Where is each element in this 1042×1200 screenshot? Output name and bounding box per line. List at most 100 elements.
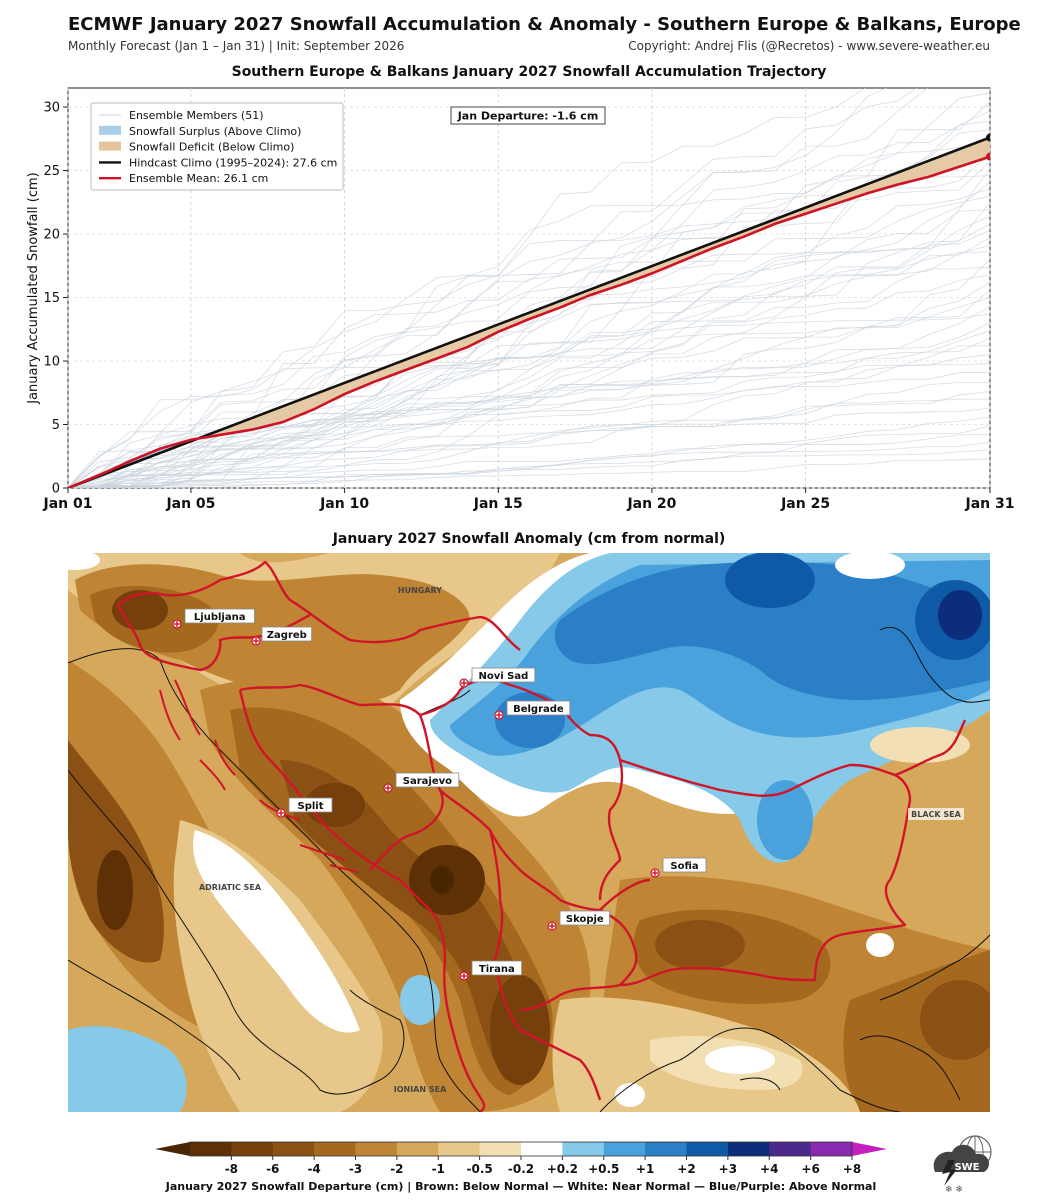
colorbar-segment (562, 1142, 605, 1156)
colorbar-segment (603, 1142, 646, 1156)
ensemble-member-line (68, 354, 990, 488)
ensemble-member-line (68, 458, 990, 488)
ensemble-member-line (68, 259, 990, 488)
map-field-blacksea-white (870, 727, 970, 763)
country-borders (116, 560, 967, 1112)
colorbar-extend-low (155, 1142, 190, 1156)
y-tick-label: 0 (52, 482, 60, 497)
colorbar-tick-label: +0.2 (547, 1162, 578, 1176)
deficit-fill (467, 324, 499, 348)
ensemble-member-line (68, 363, 990, 488)
map-field-east-white (835, 553, 905, 579)
colorbar-tick-label: -8 (225, 1162, 238, 1176)
ensemble-member-line (68, 223, 990, 488)
x-tick-label: Jan 05 (165, 496, 215, 512)
colorbar-segment (314, 1142, 356, 1156)
deficit-fill (498, 312, 529, 332)
city-label: Zagreb (267, 630, 307, 641)
ensemble-member-line (68, 175, 990, 488)
legend-label: Snowfall Surplus (Above Climo) (129, 125, 301, 138)
region-label-black-sea: BLACK SEA (911, 810, 961, 819)
colorbar-segment (231, 1142, 274, 1156)
colorbar-segment (396, 1142, 439, 1156)
ensemble-member-line (68, 330, 990, 488)
city-split: Split (276, 797, 333, 818)
colorbar-tick-label: +4 (760, 1162, 778, 1176)
city-tirana: Tirana (459, 960, 522, 981)
colorbar: -8 -6 -4 -3 -2 -1 -0.5 -0.2 +0.2 +0.5 +1 +2 +3 +4 +6 +8 (155, 1141, 887, 1176)
legend-label: Snowfall Deficit (Below Climo) (129, 141, 294, 154)
map-field-montenegro-core-2 (430, 866, 454, 894)
map-field-aegean-white-2 (705, 1046, 775, 1074)
colorbar-tick-label: -4 (307, 1162, 320, 1176)
map-field-adriatic-white (193, 830, 360, 1033)
deficit-fill (436, 336, 468, 359)
ensemble-member-line (68, 416, 990, 488)
climo-line (68, 136, 990, 488)
colorbar-segment (769, 1142, 812, 1156)
ensemble-member-line (68, 120, 990, 488)
ensemble-member-line (68, 425, 990, 488)
colorbar-tick-label: -2 (390, 1162, 403, 1176)
ensemble-member-line (68, 215, 990, 488)
city-label: Novi Sad (479, 671, 529, 682)
ensemble-member-line (68, 101, 990, 488)
axes: 0 5 10 15 20 25 30 Jan 01 Jan 05 Jan 10 Jan 15 Jan … (43, 101, 1015, 512)
legend-label: Hindcast Climo (1995–2024): 27.6 cm (129, 156, 337, 169)
colorbar-extend-high (852, 1142, 887, 1156)
ensemble-member-line (68, 372, 990, 488)
ensemble-member-line (68, 434, 990, 488)
line-chart: 0 5 10 15 20 25 30 Jan 01 Jan 05 Jan 10 Jan 15 Jan … (26, 87, 1015, 512)
map-field-blue-deep (554, 561, 990, 700)
colorbar-segment (355, 1142, 398, 1156)
map-field-romania-blue-core (938, 590, 982, 640)
y-tick-label: 15 (43, 291, 60, 306)
y-axis-label: January Accumulated Snowfall (cm) (26, 172, 41, 405)
deficit-fill (283, 394, 314, 422)
legend-swatch (99, 125, 121, 135)
line-chart-title: Southern Europe & Balkans January 2027 S… (232, 64, 827, 80)
city-sarajevo: Sarajevo (383, 772, 460, 793)
ensemble-member-line (68, 195, 990, 488)
x-tick-label: Jan 25 (780, 496, 830, 512)
city-label: Sofia (670, 861, 698, 872)
colorbar-segment (479, 1142, 522, 1156)
x-tick-label: Jan 10 (319, 496, 369, 512)
colorbar-segment (190, 1142, 232, 1156)
colorbar-tick-label: +8 (843, 1162, 861, 1176)
map-field-hungary-blue (725, 553, 815, 608)
ensemble-member-line (68, 138, 990, 488)
colorbar-tick-label: -6 (266, 1162, 279, 1176)
city-label: Skopje (566, 914, 604, 925)
x-tick-label: Jan 15 (473, 496, 523, 512)
colorbar-caption: January 2027 Snowfall Departure (cm) | B… (165, 1180, 877, 1193)
x-tick-label: Jan 20 (626, 496, 676, 512)
deficit-fill (375, 359, 407, 382)
colorbar-tick-label: -0.2 (508, 1162, 534, 1176)
ensemble-member-line (68, 251, 990, 488)
colorbar-segment (438, 1142, 481, 1156)
y-tick-label: 5 (52, 418, 60, 433)
colorbar-tick-label: -3 (349, 1162, 362, 1176)
colorbar-tick-label: +0.5 (588, 1162, 619, 1176)
deficit-fill (621, 266, 652, 285)
legend-swatch (99, 141, 121, 151)
ensemble-member-line (68, 88, 929, 488)
map-field-dinaric-core (305, 783, 365, 827)
x-tick-label: Jan 01 (43, 496, 93, 512)
ensemble-mean-line (68, 155, 990, 488)
map-field-ne-white (68, 553, 100, 570)
deficit-fill (344, 371, 376, 395)
colorbar-segment (272, 1142, 315, 1156)
y-tick-label: 30 (43, 101, 60, 116)
ensemble-member-line (68, 337, 990, 488)
subtitle-copyright: Copyright: Andrej Flis (@Recretos) - www… (628, 39, 990, 53)
city-belgrade: Belgrade (494, 700, 571, 720)
departure-annotation: Jan Departure: -1.6 cm (450, 106, 606, 125)
ensemble-member-line (68, 306, 990, 488)
map-field-aegean-white-3 (615, 1083, 645, 1107)
city-skopje: Skopje (547, 910, 610, 931)
ensemble-member-line (68, 297, 990, 488)
colorbar-tick-label: -1 (432, 1162, 445, 1176)
